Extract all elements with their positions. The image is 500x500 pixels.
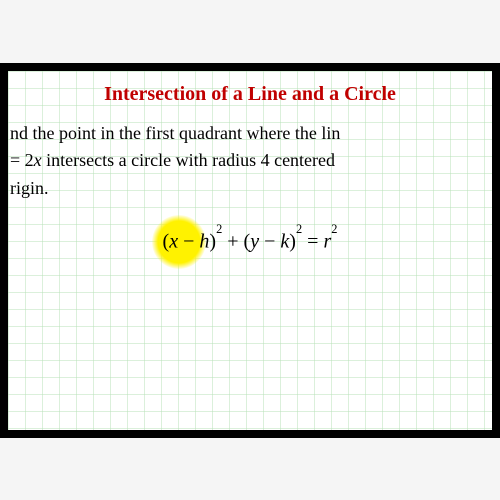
problem-line-3: rigin. xyxy=(10,175,490,203)
circle-equation: (x − h)2 + (y − k)2 = r2 xyxy=(163,229,338,254)
problem-line-2-prefix: = 2 xyxy=(10,150,34,170)
slide-title: Intersection of a Line and a Circle xyxy=(8,83,492,106)
equation-row: (x − h)2 + (y − k)2 = r2 xyxy=(8,229,492,289)
letterbox-frame: Intersection of a Line and a Circle nd t… xyxy=(0,63,500,438)
problem-text: nd the point in the first quadrant where… xyxy=(8,120,492,204)
problem-line-1: nd the point in the first quadrant where… xyxy=(10,120,490,148)
slide-content: Intersection of a Line and a Circle nd t… xyxy=(8,71,492,430)
slide-panel: Intersection of a Line and a Circle nd t… xyxy=(8,71,492,430)
problem-line-2-suffix: intersects a circle with radius 4 center… xyxy=(42,150,335,170)
problem-line-2-var: x xyxy=(34,150,42,170)
problem-line-2: = 2x intersects a circle with radius 4 c… xyxy=(10,147,490,175)
